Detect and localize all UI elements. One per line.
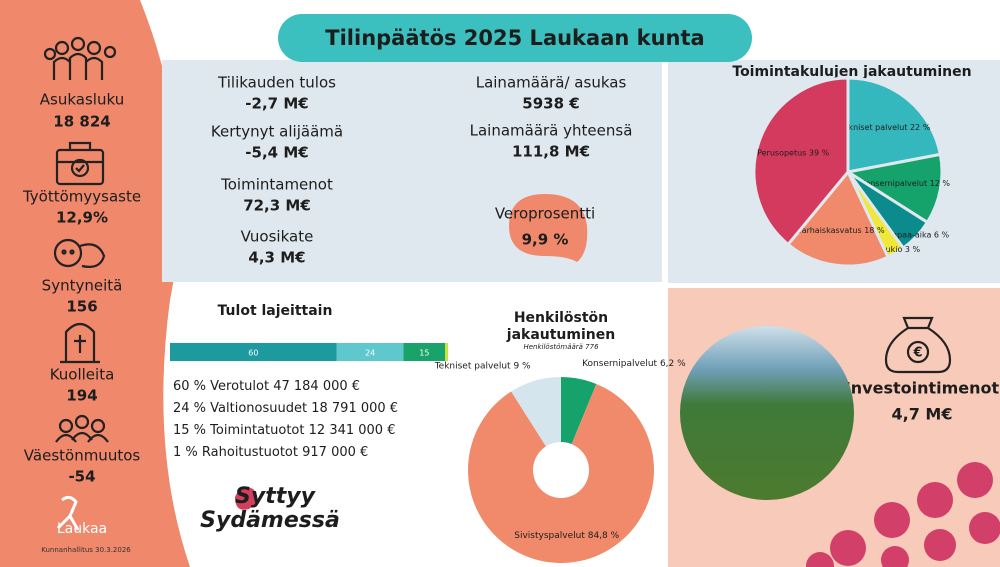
finance-value: 4,3 M€ [248,249,305,267]
bar-label: 60 [248,349,258,358]
category-label: Rahoitustuotot [202,445,298,460]
finance-label: Vuosikate [241,228,314,246]
finance-label: Lainamäärä/ asukas [476,74,627,92]
infographic: Tilinpäätös 2025 Laukaan kunta Asukasluk… [0,0,1000,567]
category-label: Varhaiskasvatus [797,225,862,234]
income-line: 15 % Toimintatuotot 12 341 000 € [173,423,395,438]
slice-label: Tekniset palvelut 22 % [839,123,931,132]
value-label: 3 % [905,244,921,253]
value-label: 84,8 % [588,530,620,540]
stat-label: Väestönmuutos [24,447,141,465]
amount: 47 184 000 € [273,379,360,394]
finance-panel [162,60,662,282]
value-label: 6 % [934,230,950,239]
finance-value: -2,7 M€ [245,95,308,113]
category-label: Valtionosuudet [210,401,307,416]
bar-segment [445,343,448,361]
chart-title-line: Henkilöstön [514,310,608,326]
category-label: Perusopetus [757,148,806,157]
stat-label: Asukasluku [40,91,124,109]
finance-label: Tilikauden tulos [217,74,336,92]
stat-label: Syntyneitä [42,277,123,295]
chart-title-line: jakautuminen [506,327,615,343]
value-label: 18 % [864,225,885,234]
slice-label: Varhaiskasvatus 18 % [797,225,885,234]
slice-label: Sivistyspalvelut 84,8 % [514,530,619,540]
amount: 917 000 € [302,445,368,460]
stat-label: Kuolleita [50,366,115,384]
bar-label: 24 [365,349,375,358]
investment-value: 4,7 M€ [892,405,953,424]
finance-label: Lainamäärä yhteensä [470,122,633,140]
slice-label: Konsernipalvelut 12 % [860,178,950,187]
chart-title: Tulot lajeittain [218,303,333,319]
income-line: 24 % Valtionosuudet 18 791 000 € [173,401,398,416]
value-label: 60 % [173,379,206,394]
value-label: 1 % [173,445,198,460]
category-label: Konsernipalvelut [582,359,657,369]
finance-value: -5,4 M€ [245,144,308,162]
category-label: Verotulot [210,379,269,394]
chart-subtitle: Henkilöstömäärä 776 [523,343,599,351]
finance-value: 111,8 M€ [512,143,590,161]
value-label: 22 % [910,123,931,132]
amount: 12 341 000 € [309,423,396,438]
value-label: 15 % [173,423,206,438]
value-label: 6,2 % [660,359,686,369]
page-title: Tilinpäätös 2025 Laukaan kunta [325,26,704,50]
amount: 18 791 000 € [311,401,398,416]
finance-value: 72,3 M€ [243,197,311,215]
bar-label: 15 [419,349,429,358]
investment-label: Investointimenot [845,379,1000,398]
stat-value: 12,9% [56,209,108,227]
value-label: 24 % [173,401,206,416]
value-label: 12 % [930,178,951,187]
income-line: 60 % Verotulot 47 184 000 € [173,379,360,394]
logo-note: Kunnanhallitus 30.3.2026 [41,546,131,554]
slice-label: Perusopetus 39 % [757,148,830,157]
stat-value: 194 [66,387,97,405]
finance-value: 5938 € [522,95,579,113]
finance-label: Toimintamenot [220,176,333,194]
town-photo [680,326,854,500]
category-label: Sivistyspalvelut [514,530,585,540]
slogan: Syttyy [235,484,317,509]
value-label: 9 % [513,361,531,371]
category-label: Tekniset palvelut [434,361,511,371]
stat-value: -54 [68,468,95,486]
stat-value: 18 824 [53,113,110,131]
slice-label: Konsernipalvelut 6,2 % [582,359,686,369]
value-label: 39 % [809,148,830,157]
logo-name: Laukaa [57,521,107,537]
tax-value: 9,9 % [522,231,569,249]
slice-label: Tekniset palvelut 9 % [434,361,531,371]
slogan: Sydämessä [200,508,340,533]
income-line: 1 % Rahoitustuotot 917 000 € [173,445,368,460]
stat-label: Työttömyysaste [22,188,141,206]
category-label: Toimintatuotot [209,423,304,438]
tax-label: Veroprosentti [495,205,595,223]
svg-text:€: € [912,346,922,361]
finance-label: Kertynyt alijäämä [211,123,343,141]
stat-value: 156 [66,298,97,316]
